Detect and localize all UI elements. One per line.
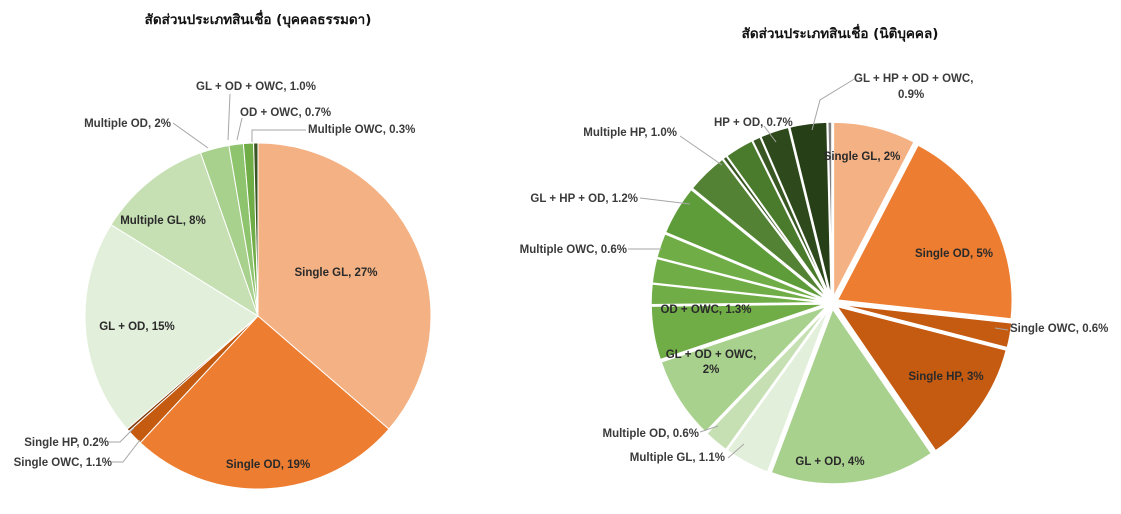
pie-slice (725, 307, 830, 474)
slice-label: Multiple GL, 8% (120, 215, 206, 227)
pie-slice (759, 126, 831, 298)
slice-label: Single OWC, 1.1% (14, 457, 112, 469)
pie-slice (650, 283, 827, 306)
pie-slice (651, 257, 827, 303)
pie-slice (691, 158, 829, 300)
leader-line (679, 135, 723, 166)
slice-label: Single GL, 27% (294, 267, 377, 279)
leader-line (994, 327, 1009, 331)
juristic-loan-pie-chart: สัดส่วนประเภทสินเชื่อ (นิติบุคคล) Single… (520, 23, 1108, 485)
slice-label: Single OD, 19% (226, 459, 310, 471)
pie-slice (257, 142, 432, 430)
pie-slice (139, 315, 390, 490)
pie-slice (770, 307, 933, 485)
slice-label: GL + HP + OD + OWC, 0.9% (854, 73, 973, 101)
slice-label: OD + OWC, 1.3% (660, 304, 751, 316)
slice-label: Single OD, 5% (915, 248, 993, 260)
slice-label: Multiple OD, 2% (84, 118, 171, 130)
slice-label: Multiple HP, 1.0% (583, 127, 677, 139)
slice-label: GL + OD, 4% (795, 456, 864, 468)
slice-label: GL + HP + OD, 1.2% (530, 193, 638, 205)
pie-slice (110, 152, 259, 318)
slice-label: Single HP, 3% (908, 371, 983, 383)
slice-label: Multiple OWC, 0.3% (308, 124, 415, 136)
slice-label: HP + OD, 0.7% (714, 117, 793, 129)
individual-chart-title: สัดส่วนประเภทสินเชื่อ (บุคคลธรรมดา) (145, 9, 372, 28)
pie-slice (655, 232, 827, 302)
leader-line (727, 443, 745, 459)
leader-line (172, 122, 209, 149)
leader-line (639, 197, 691, 205)
juristic-chart-title: สัดส่วนประเภทสินเชื่อ (นิติบุคคล) (742, 23, 939, 42)
pie-slice (837, 303, 1013, 349)
slice-label: Multiple GL, 1.1% (630, 452, 725, 464)
pie-slice (832, 121, 916, 298)
slice-label: Multiple OWC, 0.6% (520, 244, 627, 256)
pie-slice (826, 121, 833, 298)
leader-line (251, 129, 306, 142)
slice-label: OD + OWC, 0.7% (240, 107, 331, 119)
pie-slice (253, 142, 259, 317)
leader-line (236, 117, 243, 141)
slice-label: Multiple OD, 0.6% (603, 428, 700, 440)
leader-line (763, 125, 777, 143)
pie-slice (835, 305, 1008, 452)
pie-slice (660, 305, 828, 434)
pie-slice (84, 224, 259, 430)
slice-label: Single GL, 2% (824, 151, 901, 163)
slice-label: GL + OD, 15% (99, 321, 175, 333)
pie-slice (664, 188, 828, 301)
slice-label: Single HP, 0.2% (24, 437, 109, 449)
pie-slice (836, 143, 1014, 320)
slice-label: GL + OD + OWC, 2% (666, 349, 757, 376)
leader-line (109, 427, 135, 443)
slice-label: GL + OD + OWC, 1.0% (196, 81, 316, 93)
leader-line (112, 439, 141, 463)
leader-line (227, 93, 231, 141)
pie-slice (650, 303, 827, 361)
slice-label: Single OWC, 0.6% (1010, 323, 1108, 335)
individual-loan-pie-chart: สัดส่วนประเภทสินเชื่อ (บุคคลธรรมดา) Sing… (14, 9, 432, 490)
leader-line (699, 425, 719, 433)
leader-line (811, 77, 857, 131)
pie-slice (705, 307, 829, 451)
